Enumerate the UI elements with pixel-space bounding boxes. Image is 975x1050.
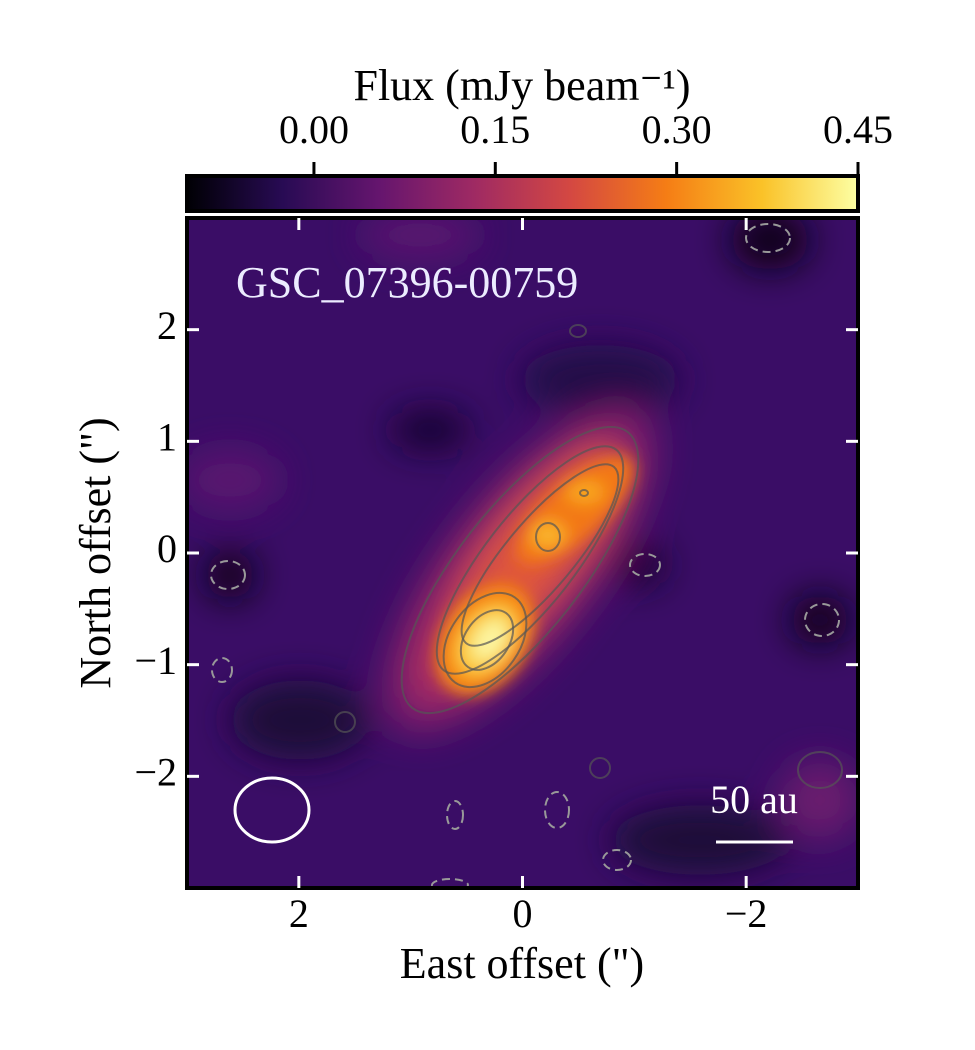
scale-bar-label: 50 au — [710, 777, 798, 822]
source-name: GSC_07396-00759 — [236, 258, 578, 307]
y-axis-label: North offset (") — [71, 417, 120, 688]
x-tick-label: 2 — [289, 891, 309, 936]
beam — [233, 776, 311, 844]
y-tick-label: 0 — [157, 526, 177, 571]
y-tick-label: −1 — [134, 638, 177, 683]
colorbar-tick-label: 0.15 — [460, 107, 530, 152]
y-tick-label: −2 — [134, 750, 177, 795]
colorbar — [185, 174, 860, 213]
colorbar-tick-label: 0.45 — [823, 107, 893, 152]
colorbar-tick-label: 0.30 — [642, 107, 712, 152]
x-axis-label: East offset (") — [400, 939, 644, 988]
colorbar-label: Flux (mJy beam⁻¹) — [353, 61, 690, 110]
x-tick-label: 0 — [513, 891, 533, 936]
colorbar-tick-label: 0.00 — [279, 107, 349, 152]
y-tick-label: 2 — [157, 303, 177, 348]
image — [187, 218, 858, 888]
y-tick-label: 1 — [157, 415, 177, 460]
x-tick-label: −2 — [725, 891, 768, 936]
